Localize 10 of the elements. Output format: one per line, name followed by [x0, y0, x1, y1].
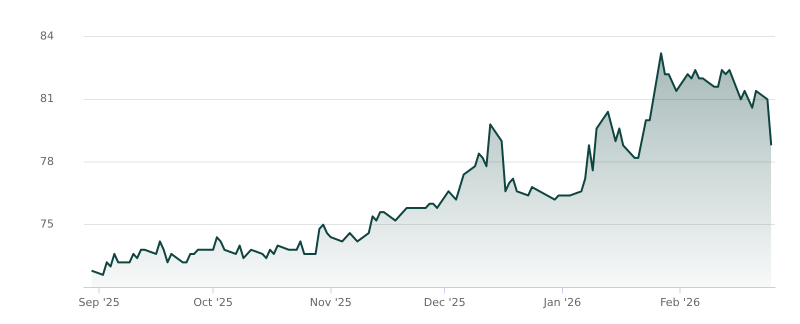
y-tick-label: 75 — [40, 218, 54, 231]
y-tick-label: 78 — [40, 154, 54, 168]
x-tick-label: Jan '26 — [542, 296, 582, 309]
x-tick-label: Nov '25 — [310, 296, 352, 309]
x-tick-label: Dec '25 — [424, 296, 466, 309]
x-tick-label: Feb '26 — [660, 296, 700, 309]
x-tick-label: Sep '25 — [78, 296, 120, 309]
y-tick-label: 84 — [40, 29, 54, 42]
y-tick-label: 81 — [40, 92, 54, 106]
x-tick-label: Oct '25 — [193, 296, 233, 309]
